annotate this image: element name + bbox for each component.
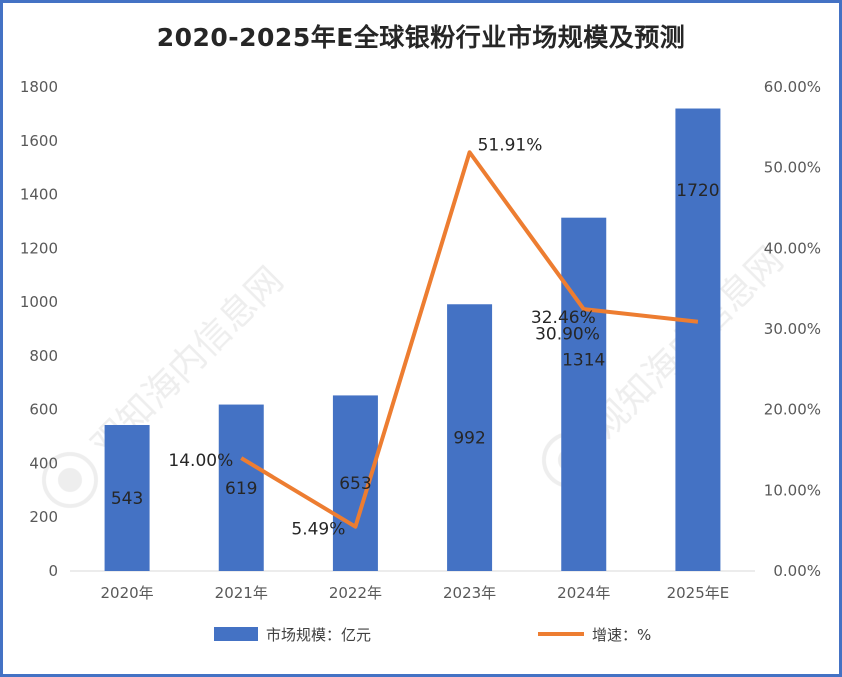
bar <box>447 304 493 571</box>
y-left-tick-label: 400 <box>29 454 58 472</box>
bar-data-label: 619 <box>225 479 257 499</box>
y-right-tick-label: 40.00% <box>764 239 821 257</box>
y-left-tick-label: 1200 <box>20 239 58 257</box>
x-tick-label: 2023年 <box>443 584 496 602</box>
growth-line <box>240 150 699 529</box>
bar <box>675 108 721 571</box>
legend-line-label: 增速：% <box>592 626 651 644</box>
bar-data-label: 543 <box>111 489 143 509</box>
y-right-tick-label: 0.00% <box>773 562 821 580</box>
y-left-tick-label: 1800 <box>20 78 58 96</box>
y-right-tick-label: 30.00% <box>764 320 821 338</box>
line-data-label: 51.91% <box>478 135 543 155</box>
line-data-label: 5.49% <box>291 520 345 540</box>
y-left-tick-label: 1600 <box>20 132 58 150</box>
x-tick-label: 2024年 <box>557 584 610 602</box>
y-left-tick-label: 200 <box>29 508 58 526</box>
bar <box>104 424 150 571</box>
bar-data-label: 653 <box>339 474 371 494</box>
legend-bar-swatch <box>214 627 258 641</box>
x-tick-label: 2025年E <box>667 584 730 602</box>
chart-title: 2020-2025年E全球银粉行业市场规模及预测 <box>156 23 686 52</box>
bar-data-label: 1720 <box>676 181 719 201</box>
y-left-tick-label: 800 <box>29 347 58 365</box>
line-data-label: 32.46% <box>531 308 596 328</box>
line-data-label: 14.00% <box>168 451 233 471</box>
y-right-tick-label: 20.00% <box>764 401 821 419</box>
bar <box>561 217 607 571</box>
y-left-tick-label: 1400 <box>20 186 58 204</box>
y-left-tick-label: 1000 <box>20 293 58 311</box>
bar <box>218 404 264 571</box>
line-data-label: 30.90% <box>535 325 600 345</box>
y-right-tick-label: 50.00% <box>764 159 821 177</box>
y-left-tick-label: 0 <box>48 562 58 580</box>
x-tick-label: 2021年 <box>215 584 268 602</box>
bar-data-label: 1314 <box>562 350 605 370</box>
y-right-tick-label: 60.00% <box>764 78 821 96</box>
bar-data-label: 992 <box>453 429 485 449</box>
x-tick-label: 2020年 <box>100 584 153 602</box>
x-tick-label: 2022年 <box>329 584 382 602</box>
y-right-tick-label: 10.00% <box>764 481 821 499</box>
y-left-tick-label: 600 <box>29 401 58 419</box>
legend-bar-label: 市场规模：亿元 <box>266 626 371 644</box>
